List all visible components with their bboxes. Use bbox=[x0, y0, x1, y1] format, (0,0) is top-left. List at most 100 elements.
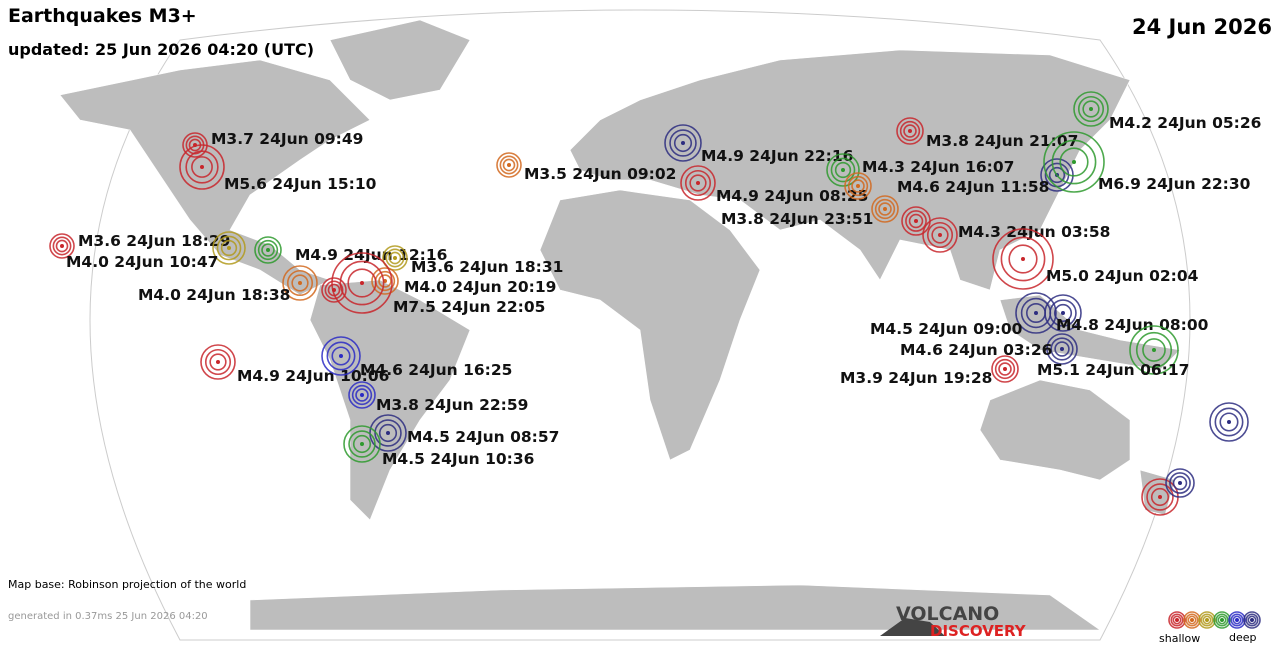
ring bbox=[343, 425, 381, 463]
ring bbox=[212, 231, 246, 265]
ring bbox=[216, 235, 242, 261]
ring bbox=[1232, 615, 1242, 625]
ring bbox=[1048, 166, 1066, 184]
ring bbox=[321, 336, 361, 376]
center bbox=[696, 181, 700, 185]
ring bbox=[200, 344, 236, 380]
ring bbox=[282, 265, 318, 301]
date: 24 Jun 2026 bbox=[1132, 15, 1272, 39]
ring bbox=[1050, 337, 1074, 361]
ring bbox=[1172, 475, 1188, 491]
center bbox=[1021, 257, 1025, 261]
ring bbox=[326, 341, 356, 371]
ring bbox=[1185, 613, 1199, 627]
ring bbox=[992, 228, 1054, 290]
center bbox=[883, 207, 887, 211]
ring bbox=[1217, 615, 1227, 625]
ring bbox=[496, 152, 522, 178]
ring bbox=[689, 174, 707, 192]
center bbox=[200, 165, 204, 169]
center bbox=[1190, 618, 1194, 622]
quake-marker bbox=[212, 231, 246, 265]
center bbox=[360, 393, 364, 397]
ring bbox=[185, 150, 219, 184]
quake-marker bbox=[179, 144, 225, 190]
quake-marker bbox=[1141, 478, 1179, 516]
quake-marker bbox=[1073, 91, 1109, 127]
center bbox=[266, 248, 270, 252]
quake-label: M4.0 24Jun 18:38 bbox=[138, 286, 290, 304]
ring bbox=[878, 202, 892, 216]
ring bbox=[1230, 613, 1244, 627]
ring bbox=[254, 236, 282, 264]
center bbox=[681, 141, 685, 145]
quake-marker bbox=[871, 195, 899, 223]
ring bbox=[191, 156, 213, 178]
center bbox=[360, 281, 364, 285]
ring bbox=[1165, 468, 1195, 498]
ring bbox=[331, 252, 393, 314]
ring bbox=[1219, 412, 1239, 432]
ring bbox=[834, 161, 852, 179]
ring bbox=[388, 251, 402, 265]
quake-marker bbox=[1168, 611, 1186, 629]
ring bbox=[931, 226, 949, 244]
quake-label: M6.9 24Jun 22:30 bbox=[1098, 175, 1251, 193]
ring bbox=[1051, 139, 1097, 185]
quake-marker bbox=[49, 233, 75, 259]
center bbox=[60, 244, 64, 248]
ring bbox=[1200, 613, 1214, 627]
quake-label: M4.3 24Jun 03:58 bbox=[958, 223, 1110, 241]
ring bbox=[669, 129, 697, 157]
quake-label: M4.6 24Jun 16:25 bbox=[360, 361, 512, 379]
ring bbox=[1170, 613, 1184, 627]
ring bbox=[899, 120, 921, 142]
updated: updated: 25 Jun 2026 04:20 (UTC) bbox=[8, 40, 314, 59]
ring bbox=[851, 179, 865, 193]
logo-top: VOLCANO bbox=[896, 603, 999, 625]
ring bbox=[348, 430, 376, 458]
quake-label: M5.0 24Jun 02:04 bbox=[1046, 267, 1199, 285]
quake-marker bbox=[348, 381, 376, 409]
quake-marker bbox=[1044, 294, 1082, 332]
quake-marker bbox=[1165, 468, 1195, 498]
ring bbox=[908, 213, 924, 229]
quake-label: M3.8 24Jun 23:51 bbox=[721, 210, 873, 228]
ring bbox=[382, 245, 408, 271]
ring bbox=[1214, 407, 1244, 437]
quake-marker bbox=[922, 217, 958, 253]
ring bbox=[1228, 611, 1246, 629]
quake-marker bbox=[992, 228, 1054, 290]
ring bbox=[347, 268, 377, 298]
center bbox=[216, 360, 220, 364]
ring bbox=[261, 243, 275, 257]
center bbox=[1178, 481, 1182, 485]
ring bbox=[926, 221, 954, 249]
ring bbox=[324, 280, 344, 300]
quake-label: M3.6 24Jun 18:31 bbox=[411, 258, 563, 276]
ring bbox=[1168, 611, 1186, 629]
center bbox=[841, 168, 845, 172]
center bbox=[1060, 347, 1064, 351]
ring bbox=[896, 117, 924, 145]
ring bbox=[1150, 487, 1170, 507]
quake-label: M4.8 24Jun 08:00 bbox=[1056, 316, 1209, 334]
ring bbox=[684, 169, 712, 197]
ring bbox=[339, 260, 385, 306]
ring bbox=[204, 348, 232, 376]
quake-marker bbox=[321, 336, 361, 376]
ring bbox=[499, 155, 519, 175]
ring bbox=[502, 158, 516, 172]
ring bbox=[998, 362, 1012, 376]
legend-deep: deep bbox=[1229, 631, 1257, 644]
center bbox=[856, 184, 860, 188]
quake-marker bbox=[1046, 333, 1078, 365]
quake-marker bbox=[382, 245, 408, 271]
ring bbox=[991, 355, 1019, 383]
ring bbox=[905, 210, 927, 232]
logo-bottom: DISCOVERY bbox=[930, 622, 1027, 640]
center bbox=[1152, 348, 1156, 352]
ring bbox=[1198, 611, 1216, 629]
ring bbox=[1059, 147, 1089, 177]
center bbox=[1250, 618, 1254, 622]
